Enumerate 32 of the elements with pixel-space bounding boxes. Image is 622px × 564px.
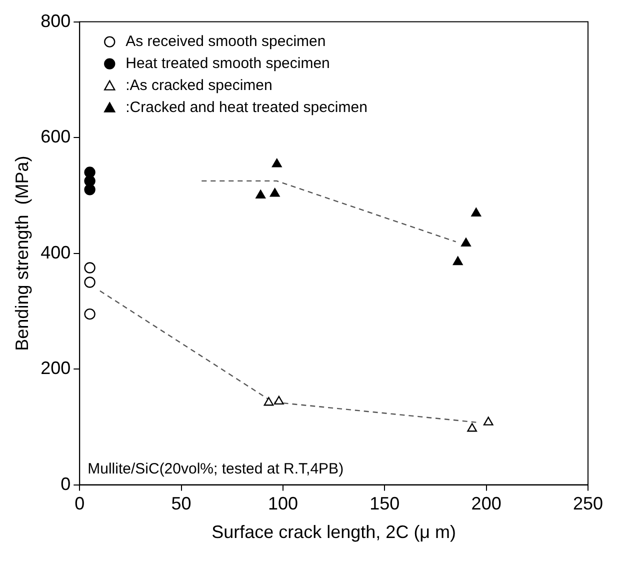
point — [270, 188, 280, 197]
x-tick-label: 200 — [471, 494, 502, 514]
point — [483, 416, 494, 426]
point — [84, 308, 96, 320]
point — [84, 262, 96, 274]
point — [256, 190, 266, 199]
point — [461, 238, 471, 247]
point — [471, 208, 482, 216]
point — [274, 396, 284, 405]
y-tick-label: 400 — [40, 242, 71, 262]
y-tick-label: 800 — [40, 10, 71, 31]
x-tick-label: 150 — [370, 494, 400, 514]
point — [84, 184, 96, 196]
x-tick-label: 0 — [74, 494, 85, 514]
y-tick-label: 200 — [40, 358, 71, 378]
x-tick-label: 250 — [572, 494, 604, 514]
x-axis-title: Surface crack length, 2C (μ m) — [212, 522, 456, 542]
y-tick-label: 600 — [40, 126, 71, 147]
point — [467, 423, 478, 432]
legend-label: :Cracked and heat treated specimen — [126, 98, 368, 116]
legend-label: Heat treated smooth specimen — [126, 54, 330, 72]
point — [84, 276, 96, 288]
point — [264, 397, 274, 406]
point — [452, 256, 463, 266]
x-tick-label: 50 — [171, 494, 192, 514]
point — [272, 158, 282, 168]
y-axis-title: Bending strength (MPa) — [12, 156, 32, 351]
legend-label: :As cracked specimen — [126, 76, 272, 94]
legend-label: As received smooth specimen — [126, 32, 326, 50]
y-tick-label: 0 — [60, 474, 71, 494]
x-tick-label: 100 — [268, 494, 298, 514]
annotation: Mullite/SiC(20vol%; tested at R.T,4PB) — [88, 460, 344, 478]
